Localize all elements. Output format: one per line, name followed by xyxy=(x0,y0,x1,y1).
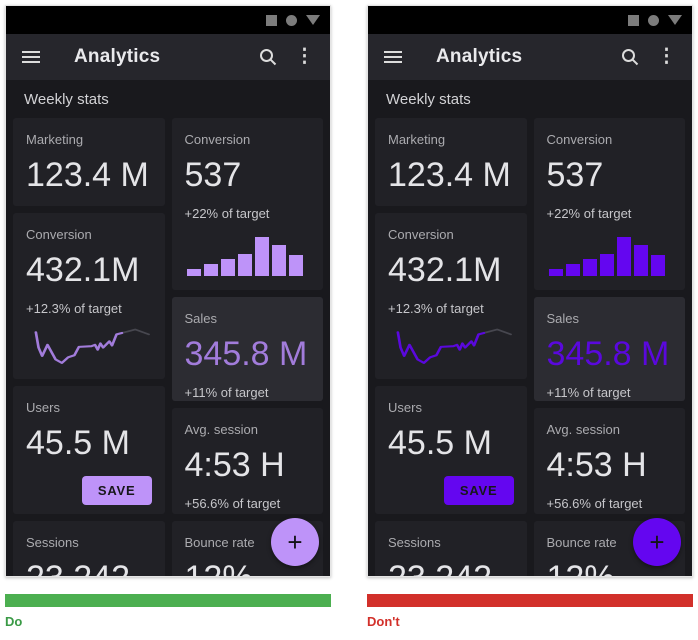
do-label: Do xyxy=(5,614,23,629)
status-triangle-icon xyxy=(306,15,320,25)
card-conversion-bar: Conversion 537 +22% of target xyxy=(171,118,323,290)
card-label: Sessions xyxy=(388,535,441,550)
card-sessions: Sessions 23,242 xyxy=(13,521,165,576)
bar-chart xyxy=(185,237,311,276)
card-value: 4:53 H xyxy=(184,446,285,484)
dont-label: Don't xyxy=(367,614,400,629)
card-label: Marketing xyxy=(26,132,84,147)
card-target: +22% of target xyxy=(546,206,632,221)
app-bar: Analytics ⋮ xyxy=(368,34,692,80)
search-icon[interactable] xyxy=(621,48,639,66)
card-label: Bounce rate xyxy=(546,535,617,550)
card-target: +56.6% of target xyxy=(546,496,643,511)
card-value: 345.8 M xyxy=(184,335,308,373)
card-avg-session: Avg. session 4:53 H +56.6% of target xyxy=(171,408,323,514)
status-triangle-icon xyxy=(668,15,682,25)
fab-add-button[interactable]: + xyxy=(271,518,319,566)
card-sales: Sales 345.8 M +11% of target xyxy=(171,297,323,401)
card-users: Users 45.5 M SAVE xyxy=(375,386,527,514)
card-avg-session: Avg. session 4:53 H +56.6% of target xyxy=(533,408,685,514)
card-label: Sales xyxy=(184,311,218,326)
card-sales: Sales 345.8 M +11% of target xyxy=(533,297,685,401)
card-value: 432.1M xyxy=(388,251,502,289)
card-value: 537 xyxy=(546,156,604,194)
line-chart xyxy=(396,328,512,364)
card-label: Sessions xyxy=(26,535,79,550)
overflow-menu-icon[interactable]: ⋮ xyxy=(657,46,676,67)
card-label: Avg. session xyxy=(184,422,258,437)
card-value: 123.4 M xyxy=(388,156,511,194)
card-value: 12% xyxy=(185,559,311,576)
status-circle-icon xyxy=(648,14,659,26)
do-indicator-bar xyxy=(5,594,331,607)
card-target: +11% of target xyxy=(546,385,631,400)
save-button[interactable]: SAVE xyxy=(443,476,514,505)
card-label: Avg. session xyxy=(546,422,620,437)
status-square-icon xyxy=(266,14,277,26)
card-conversion-bar: Conversion 537 +22% of target xyxy=(533,118,685,290)
card-conversion-line: Conversion 432.1M +12.3% of target xyxy=(375,213,527,379)
card-conversion-line: Conversion 432.1M +12.3% of target xyxy=(13,213,165,379)
status-bar xyxy=(368,6,692,34)
card-value: 4:53 H xyxy=(546,446,647,484)
card-target: +22% of target xyxy=(184,206,270,221)
page-title: Analytics xyxy=(436,46,523,67)
card-label: Conversion xyxy=(184,132,251,147)
dont-indicator-bar xyxy=(367,594,693,607)
card-marketing: Marketing 123.4 M xyxy=(13,118,165,206)
status-circle-icon xyxy=(286,14,297,26)
card-label: Users xyxy=(26,400,60,415)
card-target: +56.6% of target xyxy=(184,496,281,511)
section-title: Weekly stats xyxy=(386,91,471,108)
content-area: Weekly stats Marketing 123.4 M Conversio… xyxy=(6,80,330,576)
card-target: +12.3% of target xyxy=(388,301,484,316)
card-label: Conversion xyxy=(26,227,92,242)
card-target: +11% of target xyxy=(184,385,269,400)
bar-chart xyxy=(547,237,673,276)
card-value: 45.5 M xyxy=(26,424,130,462)
section-title: Weekly stats xyxy=(24,91,109,108)
card-users: Users 45.5 M SAVE xyxy=(13,386,165,514)
card-label: Conversion xyxy=(546,132,613,147)
card-value: 432.1M xyxy=(26,251,140,289)
menu-icon[interactable] xyxy=(384,51,402,63)
card-sessions: Sessions 23,242 xyxy=(375,521,527,576)
search-icon[interactable] xyxy=(259,48,277,66)
card-label: Marketing xyxy=(388,132,446,147)
page-title: Analytics xyxy=(74,46,161,67)
fab-add-button[interactable]: + xyxy=(633,518,681,566)
card-value: 12% xyxy=(547,559,673,576)
card-value: 45.5 M xyxy=(388,424,492,462)
card-value: 345.8 M xyxy=(546,335,670,373)
card-value: 23,242 xyxy=(26,559,152,576)
content-area: Weekly stats Marketing 123.4 M Conversio… xyxy=(368,80,692,576)
phone-mockup-dont: Analytics ⋮ Weekly stats Marketing 123.4… xyxy=(367,5,693,577)
card-label: Sales xyxy=(546,311,580,326)
phone-mockup-do: Analytics ⋮ Weekly stats Marketing 123.4… xyxy=(5,5,331,577)
card-target: +12.3% of target xyxy=(26,301,122,316)
overflow-menu-icon[interactable]: ⋮ xyxy=(295,46,314,67)
app-bar: Analytics ⋮ xyxy=(6,34,330,80)
status-square-icon xyxy=(628,14,639,26)
card-value: 123.4 M xyxy=(26,156,149,194)
card-label: Conversion xyxy=(388,227,454,242)
card-marketing: Marketing 123.4 M xyxy=(375,118,527,206)
card-label: Users xyxy=(388,400,422,415)
line-chart xyxy=(34,328,150,364)
card-value: 537 xyxy=(184,156,242,194)
card-label: Bounce rate xyxy=(184,535,255,550)
card-value: 23,242 xyxy=(388,559,514,576)
menu-icon[interactable] xyxy=(22,51,40,63)
status-bar xyxy=(6,6,330,34)
save-button[interactable]: SAVE xyxy=(81,476,152,505)
